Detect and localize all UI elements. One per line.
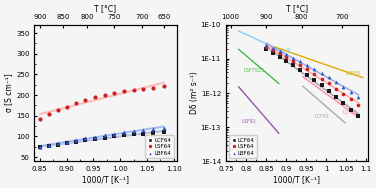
Point bbox=[263, 44, 269, 47]
Point bbox=[161, 85, 167, 88]
Point bbox=[348, 98, 354, 101]
Text: LCF91: LCF91 bbox=[315, 114, 330, 119]
Point bbox=[102, 134, 108, 137]
Text: LSF7525: LSF7525 bbox=[244, 68, 265, 73]
Point bbox=[333, 80, 339, 83]
Point bbox=[290, 56, 296, 59]
Point bbox=[140, 132, 146, 135]
Point bbox=[304, 64, 310, 67]
Point bbox=[130, 129, 136, 132]
Point bbox=[37, 145, 43, 148]
Y-axis label: Dδ (m² s⁻¹): Dδ (m² s⁻¹) bbox=[190, 72, 199, 114]
Point bbox=[355, 103, 361, 106]
Point bbox=[150, 86, 156, 89]
Point bbox=[121, 134, 127, 137]
Point bbox=[121, 90, 127, 93]
Point bbox=[263, 48, 269, 51]
Point bbox=[130, 89, 136, 92]
X-axis label: T [°C]: T [°C] bbox=[286, 4, 308, 13]
Point bbox=[311, 72, 317, 75]
X-axis label: 1000/T [K⁻¹]: 1000/T [K⁻¹] bbox=[273, 175, 320, 184]
Point bbox=[82, 99, 88, 102]
Point bbox=[340, 102, 346, 105]
Point bbox=[161, 131, 167, 134]
Y-axis label: σ [S cm⁻¹]: σ [S cm⁻¹] bbox=[4, 74, 13, 112]
Point bbox=[304, 74, 310, 77]
Text: LSF91: LSF91 bbox=[241, 120, 256, 124]
Point bbox=[73, 102, 79, 105]
Point bbox=[355, 96, 361, 99]
Point bbox=[348, 108, 354, 111]
Point bbox=[82, 139, 88, 142]
Point bbox=[326, 76, 332, 79]
Point bbox=[55, 142, 61, 145]
Point bbox=[311, 67, 317, 70]
Point bbox=[297, 68, 303, 71]
Legend: LCF64, LSF64, LBF64: LCF64, LSF64, LBF64 bbox=[145, 135, 174, 158]
Point bbox=[340, 92, 346, 95]
Point bbox=[284, 56, 290, 59]
Point bbox=[270, 46, 276, 49]
Point bbox=[111, 92, 117, 95]
Point bbox=[326, 82, 332, 85]
Point bbox=[311, 79, 317, 82]
Point bbox=[297, 64, 303, 67]
Point bbox=[46, 144, 52, 147]
Text: LCF82: LCF82 bbox=[343, 110, 358, 115]
Point bbox=[150, 131, 156, 134]
Point bbox=[284, 53, 290, 56]
Point bbox=[140, 128, 146, 131]
Point bbox=[92, 135, 98, 138]
Point bbox=[290, 59, 296, 62]
Point bbox=[102, 94, 108, 97]
Point bbox=[318, 77, 324, 80]
Point bbox=[270, 51, 276, 54]
Point bbox=[55, 109, 61, 112]
Point bbox=[130, 133, 136, 136]
Point bbox=[355, 115, 361, 118]
Point bbox=[270, 49, 276, 52]
Point bbox=[82, 137, 88, 140]
Point bbox=[73, 140, 79, 143]
Point bbox=[340, 85, 346, 88]
Point bbox=[318, 71, 324, 74]
Point bbox=[290, 64, 296, 67]
Point bbox=[318, 84, 324, 87]
Point bbox=[121, 130, 127, 133]
X-axis label: 1000/T [K⁻¹]: 1000/T [K⁻¹] bbox=[82, 175, 129, 184]
Point bbox=[263, 46, 269, 49]
Text: LSF55: LSF55 bbox=[345, 71, 360, 76]
Point bbox=[102, 136, 108, 139]
Point bbox=[73, 139, 79, 142]
Point bbox=[55, 143, 61, 146]
Point bbox=[333, 87, 339, 90]
Point bbox=[92, 96, 98, 99]
Point bbox=[64, 142, 70, 145]
Point bbox=[46, 112, 52, 115]
Point bbox=[37, 118, 43, 121]
Point bbox=[304, 68, 310, 71]
Point bbox=[276, 50, 282, 53]
Point bbox=[276, 52, 282, 55]
Point bbox=[111, 132, 117, 135]
Point bbox=[150, 127, 156, 130]
X-axis label: T [°C]: T [°C] bbox=[94, 4, 117, 13]
Point bbox=[297, 60, 303, 63]
Point bbox=[276, 55, 282, 58]
Point bbox=[92, 138, 98, 141]
Point bbox=[64, 105, 70, 108]
Point bbox=[46, 144, 52, 147]
Legend: LCF64, LSF64, LBF64: LCF64, LSF64, LBF64 bbox=[229, 135, 257, 158]
Point bbox=[333, 96, 339, 99]
Point bbox=[111, 135, 117, 138]
Point bbox=[161, 127, 167, 130]
Point bbox=[140, 87, 146, 90]
Point bbox=[348, 90, 354, 93]
Point bbox=[37, 146, 43, 149]
Point bbox=[284, 59, 290, 62]
Text: SF: SF bbox=[285, 48, 291, 53]
Point bbox=[326, 90, 332, 93]
Point bbox=[64, 140, 70, 143]
